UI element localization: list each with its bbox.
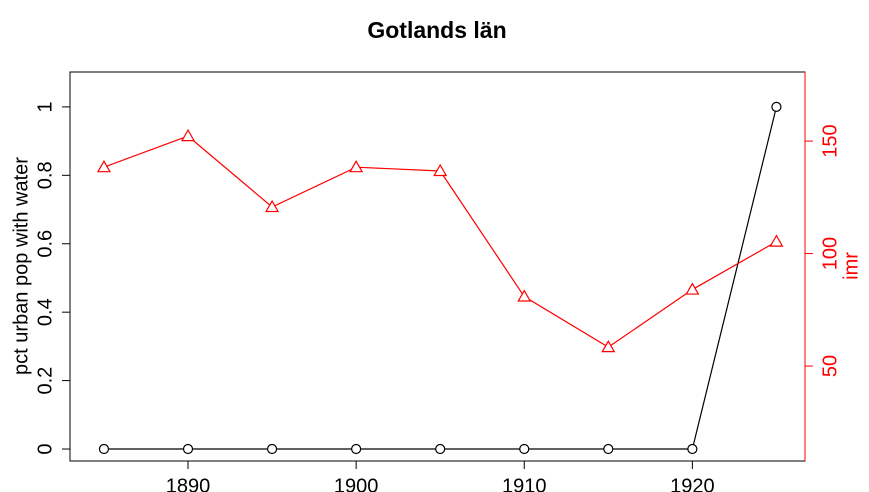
plot-box [69, 71, 806, 462]
triangle-marker [769, 234, 784, 247]
y-tick-label: 0.6 [34, 230, 56, 258]
triangle-marker [180, 128, 196, 142]
x-tick-label: 1890 [166, 475, 211, 492]
y2-tick-label: 50 [819, 355, 841, 377]
circle-marker [603, 443, 614, 455]
chart-title: Gotlands län [367, 17, 506, 43]
y-tick-label: 0.8 [34, 161, 56, 189]
series-line [103, 106, 778, 450]
y2-axis-title: imr [840, 252, 862, 280]
circle-marker [435, 443, 446, 455]
circle-marker [519, 443, 530, 455]
triangle-marker [349, 159, 364, 173]
triangle-marker [433, 163, 448, 177]
y-tick-label: 0.4 [34, 298, 56, 326]
y2-tick-label: 100 [819, 237, 841, 270]
triangle-marker [96, 159, 111, 173]
circle-marker [771, 101, 782, 112]
x-tick-label: 1920 [670, 475, 715, 492]
x-tick-label: 1900 [334, 475, 379, 492]
x-tick-label: 1910 [502, 475, 547, 492]
circle-marker [182, 443, 194, 455]
circle-marker [351, 443, 362, 455]
circle-marker [98, 443, 110, 455]
y-tick-label: 1 [34, 101, 56, 112]
y-tick-label: 0.2 [34, 367, 56, 395]
circle-marker [266, 443, 278, 455]
y-tick-label: 0 [34, 443, 56, 454]
circle-marker [687, 443, 698, 455]
y-axis-title: pct urban pop with water [10, 157, 32, 375]
triangle-marker [601, 339, 616, 353]
triangle-marker [685, 282, 700, 295]
triangle-marker [265, 199, 280, 213]
y2-tick-label: 150 [819, 124, 841, 157]
triangle-marker [517, 289, 532, 302]
